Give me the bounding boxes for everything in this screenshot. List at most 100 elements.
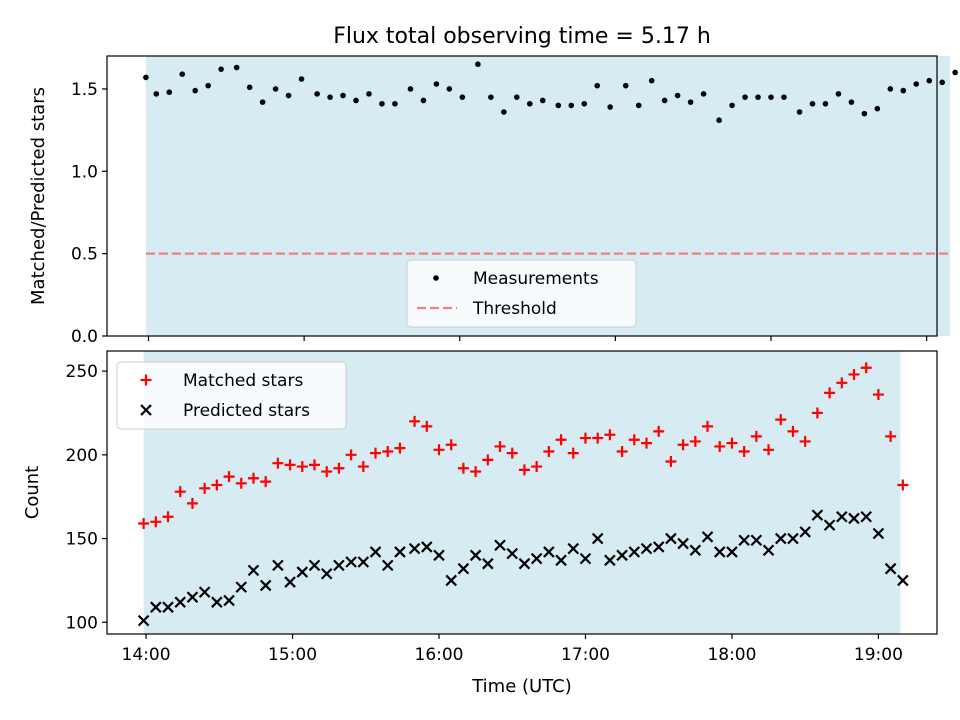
matched-star-point: [433, 444, 445, 456]
predicted-star-point: [543, 546, 555, 558]
matched-star-point: [811, 407, 823, 419]
y-tick-label: 250: [66, 362, 98, 382]
matched-star-point: [394, 442, 406, 454]
matched-star-point: [296, 461, 308, 473]
matched-star-point: [579, 432, 591, 444]
series-matched-stars: [138, 362, 909, 529]
matched-star-point: [787, 425, 799, 437]
measurement-point: [501, 109, 507, 115]
predicted-star-point: [345, 556, 357, 568]
measurement-point: [353, 97, 359, 104]
matched-star-point: [247, 472, 259, 484]
x-tick-label: 18:00: [707, 645, 756, 665]
matched-star-point: [543, 445, 555, 457]
measurement-point: [218, 66, 224, 72]
legend-plus-marker: [140, 374, 152, 386]
predicted-star-point: [750, 534, 763, 547]
matched-star-point: [506, 447, 518, 459]
predicted-star-point: [421, 541, 433, 553]
predicted-star-point: [506, 547, 519, 560]
predicted-star-point: [787, 532, 799, 545]
matched-star-point: [567, 447, 579, 459]
matched-star-point: [714, 440, 726, 452]
y-tick-label: 1.0: [71, 162, 98, 182]
matched-star-point: [223, 471, 235, 483]
matched-star-point: [199, 482, 211, 494]
matched-star-point: [333, 462, 345, 474]
y-tick-label: 150: [66, 530, 98, 550]
measurement-point: [555, 102, 562, 109]
predicted-star-point: [357, 556, 370, 568]
predicted-star-point: [333, 559, 345, 572]
predicted-star-point: [640, 542, 653, 555]
predicted-star-point: [848, 512, 860, 525]
predicted-star-point: [518, 557, 531, 570]
matched-star-point: [653, 425, 665, 437]
measurement-point: [526, 100, 533, 107]
predicted-star-point: [774, 532, 787, 545]
predicted-star-point: [652, 541, 665, 553]
predicted-star-point: [628, 546, 641, 558]
matched-star-point: [321, 466, 333, 478]
predicted-star-point: [162, 601, 174, 613]
predicted-star-point: [897, 574, 909, 587]
legend-x-marker: [140, 404, 152, 416]
matched-star-point: [211, 479, 223, 491]
predicted-star-point: [150, 601, 162, 613]
measurement-point: [259, 99, 266, 105]
measurement-point: [835, 91, 842, 97]
predicted-star-point: [186, 591, 199, 603]
measurement-point: [939, 79, 945, 86]
predicted-star-point: [884, 562, 897, 575]
predicted-star-point: [665, 532, 677, 545]
predicted-star-point: [211, 596, 223, 608]
measurement-point: [874, 105, 881, 112]
ratio-panel: 0.0 0.5 1.0 1.5 Matched/Predicted stars Measu…: [28, 55, 958, 347]
legend-box: [406, 259, 637, 328]
predicted-star-point: [713, 546, 726, 558]
predicted-star-point: [223, 594, 235, 607]
measurement-point: [379, 100, 385, 107]
matched-star-point: [421, 420, 433, 432]
measurement-point: [327, 94, 333, 100]
x-tick-label: 16:00: [415, 645, 464, 665]
measurement-point: [768, 94, 774, 100]
legend-label: Threshold: [472, 299, 557, 319]
matched-star-point: [848, 368, 860, 380]
measurement-point: [314, 91, 320, 97]
predicted-star-point: [369, 546, 382, 558]
measurement-point: [568, 102, 575, 109]
legend-label: Predicted stars: [183, 401, 310, 421]
predicted-star-point: [272, 559, 284, 572]
predicted-star-point: [836, 511, 848, 523]
series-predicted-stars: [137, 509, 909, 627]
matched-star-point: [665, 456, 677, 468]
predicted-star-point: [284, 576, 296, 588]
measurement-point: [700, 91, 707, 97]
matched-star-point: [824, 387, 836, 399]
x-axis-label: Time (UTC): [471, 676, 572, 697]
matched-star-point: [457, 462, 469, 474]
matched-star-point: [186, 497, 198, 509]
matched-star-point: [836, 377, 848, 389]
x-tick-label: 19:00: [854, 645, 903, 665]
x-tick-label: 14:00: [122, 645, 171, 665]
measurement-point: [459, 94, 466, 100]
y-axis-label: Matched/Predicted stars: [28, 87, 49, 305]
matched-star-point: [470, 466, 482, 478]
y-axis-label: Count: [22, 466, 43, 519]
measurement-point: [755, 94, 761, 100]
predicted-star-point: [872, 527, 885, 540]
matched-star-point: [272, 457, 284, 469]
measurement-point: [607, 104, 613, 110]
measurement-point: [205, 82, 211, 89]
chart-title: Flux total observing time = 5.17 h: [333, 24, 711, 49]
matched-star-point: [763, 444, 775, 456]
measurement-point: [809, 100, 816, 107]
matched-star-point: [150, 516, 162, 528]
y-tick-label: 0.0: [71, 327, 98, 347]
measurement-point: [272, 86, 279, 92]
predicted-star-point: [555, 554, 567, 567]
measurement-point: [822, 100, 829, 107]
matched-star-point: [872, 389, 884, 401]
